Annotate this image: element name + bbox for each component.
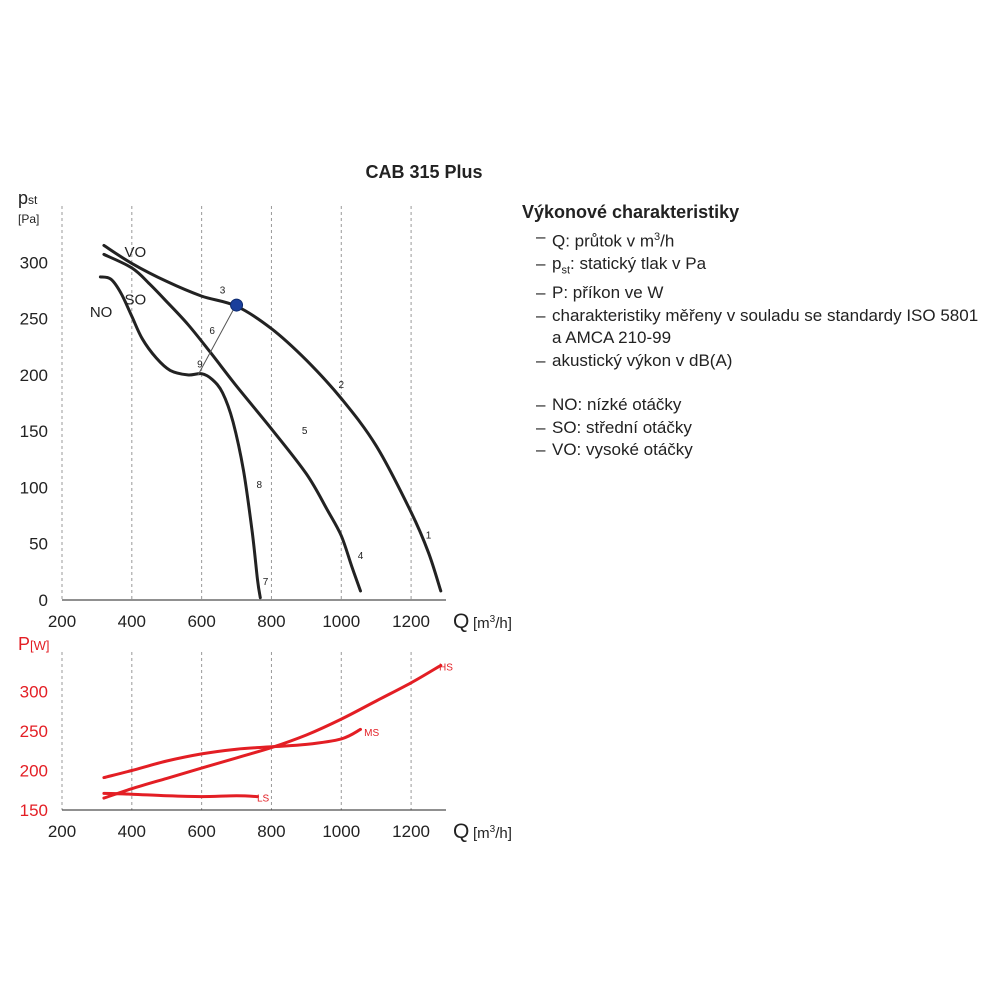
pressure-y-tick-0: 0 bbox=[39, 591, 48, 610]
legend-item-standards-cont: a AMCA 210-99 bbox=[552, 328, 672, 348]
power-x-tick-600: 600 bbox=[187, 822, 215, 841]
legend-title: Výkonové charakteristiky bbox=[522, 202, 740, 222]
power-y-tick-150: 150 bbox=[20, 801, 48, 820]
pressure-curve-number-9: 9 bbox=[197, 360, 203, 371]
pressure-y-tick-50: 50 bbox=[29, 535, 48, 554]
pressure-series-label-so: SO bbox=[124, 291, 146, 308]
legend-item-no: – NO: nízké otáčky bbox=[536, 395, 682, 415]
power-plot: 200 400 600 800 1000 1200150200250300HSMSLSP[… bbox=[18, 634, 512, 843]
power-x-axis-label: Q bbox=[453, 820, 469, 843]
pressure-plot: 200 400 600 800 1000 1200 0 50 100 150 200 250 300 VO… bbox=[18, 188, 512, 633]
pressure-series-no bbox=[98, 275, 262, 600]
pressure-x-tick-200: 200 bbox=[48, 612, 76, 631]
legend-item-vo: – VO: vysoké otáčky bbox=[536, 440, 693, 460]
pressure-y-tick-250: 250 bbox=[20, 310, 48, 329]
pressure-y-axis-label: pst bbox=[18, 188, 38, 208]
power-y-axis-label: P[W] bbox=[18, 634, 50, 654]
pressure-series-aux-3 bbox=[197, 303, 237, 376]
pressure-series-label-vo: VO bbox=[124, 244, 146, 261]
legend-item-pressure: – pst: statický tlak v Pa bbox=[536, 254, 707, 277]
pressure-y-axis-unit: [Pa] bbox=[18, 212, 39, 226]
pressure-x-tick-800: 800 bbox=[257, 612, 285, 631]
legend-item-acoustic: – akustický výkon v dB(A) bbox=[536, 350, 733, 370]
pressure-x-tick-1000: 1000 bbox=[322, 612, 360, 631]
power-x-tick-400: 400 bbox=[118, 822, 146, 841]
pressure-x-axis-unit: [m3/h] bbox=[473, 614, 512, 632]
pressure-operating-point bbox=[230, 298, 244, 312]
legend-item-so: – SO: střední otáčky bbox=[536, 417, 692, 437]
pressure-curve-number-5: 5 bbox=[302, 426, 308, 437]
pressure-series-so bbox=[102, 252, 362, 593]
legend-item-standards: – charakteristiky měřeny v souladu se sta… bbox=[536, 305, 979, 325]
pressure-series-vo bbox=[102, 243, 443, 593]
pressure-x-tick-400: 400 bbox=[118, 612, 146, 631]
pressure-y-tick-200: 200 bbox=[20, 366, 48, 385]
pressure-curve-number-7: 7 bbox=[263, 577, 269, 588]
power-y-tick-200: 200 bbox=[20, 762, 48, 781]
power-series-label-ls: LS bbox=[257, 794, 270, 805]
pressure-curve-number-6: 6 bbox=[209, 326, 215, 337]
power-x-tick-1200: 1200 bbox=[392, 822, 430, 841]
power-x-axis-unit: [m3/h] bbox=[473, 824, 512, 842]
power-series-hs bbox=[102, 663, 443, 800]
pressure-curve-number-8: 8 bbox=[256, 480, 262, 491]
pressure-x-axis-label: Q bbox=[453, 610, 469, 633]
power-x-tick-200: 200 bbox=[48, 822, 76, 841]
pressure-x-tick-600: 600 bbox=[187, 612, 215, 631]
power-series-ls bbox=[102, 791, 259, 799]
power-series-label-hs: HS bbox=[439, 662, 453, 673]
pressure-y-tick-150: 150 bbox=[20, 422, 48, 441]
pressure-series-label-no: NO bbox=[90, 304, 113, 321]
chart-title: CAB 315 Plus bbox=[365, 162, 482, 182]
pressure-curve-number-1: 1 bbox=[426, 531, 432, 542]
power-y-tick-300: 300 bbox=[20, 683, 48, 702]
pressure-y-tick-300: 300 bbox=[20, 253, 48, 272]
power-x-tick-1000: 1000 bbox=[322, 822, 360, 841]
power-y-tick-250: 250 bbox=[20, 722, 48, 741]
pressure-curve-number-3: 3 bbox=[220, 285, 226, 296]
pressure-x-tick-1200: 1200 bbox=[392, 612, 430, 631]
legend-panel: Výkonové charakteristiky – Q: průtok v m3… bbox=[522, 202, 992, 462]
pressure-y-tick-100: 100 bbox=[20, 478, 48, 497]
legend-item-power: – P: příkon ve W bbox=[536, 283, 664, 303]
power-x-tick-800: 800 bbox=[257, 822, 285, 841]
legend-item-flow: – Q: průtok v m3/h bbox=[536, 227, 675, 251]
power-series-ms bbox=[102, 727, 362, 780]
pressure-curve-number-4: 4 bbox=[358, 551, 364, 562]
power-series-label-ms: MS bbox=[364, 728, 379, 739]
pressure-curve-number-2: 2 bbox=[338, 380, 344, 391]
